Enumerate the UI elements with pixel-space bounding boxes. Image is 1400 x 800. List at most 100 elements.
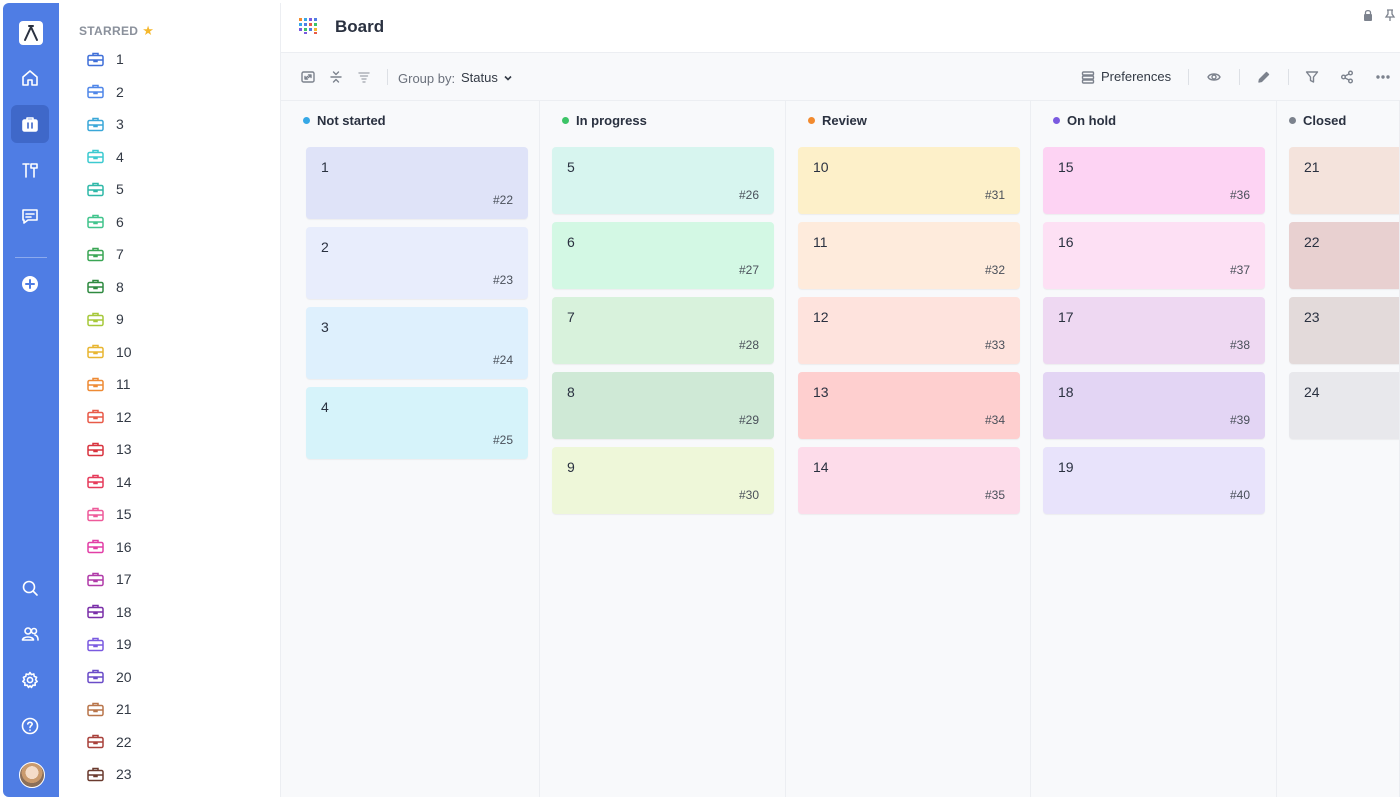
starred-project-item[interactable]: 6 [87,211,124,233]
task-card[interactable]: 7 #28 [552,297,774,364]
task-card[interactable]: 6 #27 [552,222,774,289]
task-card[interactable]: 11 #32 [798,222,1020,289]
collapse-button[interactable] [329,70,343,84]
add-icon [22,276,38,292]
starred-project-item[interactable]: 17 [87,568,132,590]
starred-project-item[interactable]: 21 [87,698,132,720]
starred-project-label: 4 [116,148,124,165]
starred-project-label: 19 [116,636,132,652]
briefcase-icon [87,442,104,456]
briefcase-icon [87,214,104,229]
task-card[interactable]: 8 #29 [552,372,774,439]
starred-project-item[interactable]: 8 [87,276,124,298]
filter-button[interactable] [1305,70,1319,84]
column-header[interactable]: Closed [1289,113,1346,128]
status-dot [1053,117,1060,124]
briefcase-icon [87,312,104,326]
user-avatar[interactable] [19,762,45,788]
expand-button[interactable] [301,70,315,84]
group-by-dropdown[interactable]: Status [461,70,513,85]
projects-button[interactable] [11,105,49,143]
sort-button[interactable] [357,70,371,84]
starred-project-item[interactable]: 12 [87,406,132,428]
task-card[interactable]: 14 #35 [798,447,1020,514]
pin-icon[interactable] [1384,9,1396,21]
column-title: Closed [1303,113,1347,128]
card-title: 24 [1304,384,1320,400]
task-card[interactable]: 3 #24 [306,307,528,379]
users-button[interactable] [11,615,49,653]
add-button[interactable] [11,265,49,303]
starred-project-item[interactable]: 15 [87,503,132,525]
task-card[interactable]: 5 #26 [552,147,774,214]
card-id: #28 [738,338,759,352]
task-card[interactable]: 10 #31 [798,147,1020,214]
starred-project-item[interactable]: 10 [87,341,132,363]
task-card[interactable]: 23 [1289,297,1399,364]
share-button[interactable] [1340,70,1354,84]
view-button[interactable] [1207,70,1221,84]
card-title: 5 [567,159,575,175]
app-logo[interactable] [19,21,43,45]
starred-project-item[interactable]: 9 [87,308,124,330]
task-card[interactable]: 1 #22 [306,147,528,219]
search-icon [22,580,38,596]
starred-project-item[interactable]: 3 [87,113,124,135]
starred-project-item[interactable]: 18 [87,601,132,623]
card-title: 6 [567,234,575,250]
search-button[interactable] [11,569,49,607]
task-card[interactable]: 22 [1289,222,1399,289]
edit-button[interactable] [1257,70,1271,84]
briefcase-icon [87,604,104,619]
task-card[interactable]: 2 #23 [306,227,528,299]
starred-project-item[interactable]: 7 [87,243,124,265]
starred-project-item[interactable]: 16 [87,536,132,558]
help-button[interactable] [11,707,49,745]
messages-button[interactable] [11,197,49,235]
task-card[interactable]: 9 #30 [552,447,774,514]
column-header[interactable]: Not started [303,113,386,128]
starred-project-item[interactable]: 4 [87,146,124,168]
task-card[interactable]: 17 #38 [1043,297,1265,364]
starred-project-item[interactable]: 2 [87,81,124,103]
tools-button[interactable] [11,151,49,189]
briefcase-icon [87,344,104,359]
column-header[interactable]: In progress [562,113,647,128]
starred-project-item[interactable]: 5 [87,178,124,200]
starred-project-item[interactable]: 1 [87,48,124,70]
task-card[interactable]: 12 #33 [798,297,1020,364]
starred-project-label: 8 [116,278,124,295]
eye-icon [1207,73,1221,81]
briefcase-icon [87,52,104,66]
starred-project-item[interactable]: 23 [87,763,132,785]
settings-button[interactable] [11,661,49,699]
task-card[interactable]: 24 [1289,372,1399,439]
task-card[interactable]: 16 #37 [1043,222,1265,289]
sort-icon [358,72,370,83]
task-card[interactable]: 21 [1289,147,1399,214]
starred-project-label: 21 [116,701,132,717]
preferences-button[interactable]: Preferences [1081,69,1171,84]
status-dot [562,117,569,124]
column-header[interactable]: On hold [1053,113,1116,128]
starred-project-item[interactable]: 22 [87,731,132,753]
starred-project-item[interactable]: 13 [87,438,132,460]
starred-project-item[interactable]: 11 [87,373,131,395]
task-card[interactable]: 4 #25 [306,387,528,459]
card-id: #36 [1229,188,1250,202]
lock-icon[interactable] [1362,9,1374,21]
pencil-icon [1258,71,1270,83]
home-button[interactable] [11,59,49,97]
task-card[interactable]: 13 #34 [798,372,1020,439]
task-card[interactable]: 15 #36 [1043,147,1265,214]
task-card[interactable]: 19 #40 [1043,447,1265,514]
starred-project-item[interactable]: 14 [87,471,132,493]
card-id: #35 [984,488,1005,502]
more-button[interactable] [1376,70,1390,84]
starred-project-label: 18 [116,603,132,620]
column-header[interactable]: Review [808,113,867,128]
task-card[interactable]: 18 #39 [1043,372,1265,439]
starred-project-item[interactable]: 20 [87,666,132,688]
card-title: 9 [567,459,575,475]
starred-project-item[interactable]: 19 [87,633,132,655]
